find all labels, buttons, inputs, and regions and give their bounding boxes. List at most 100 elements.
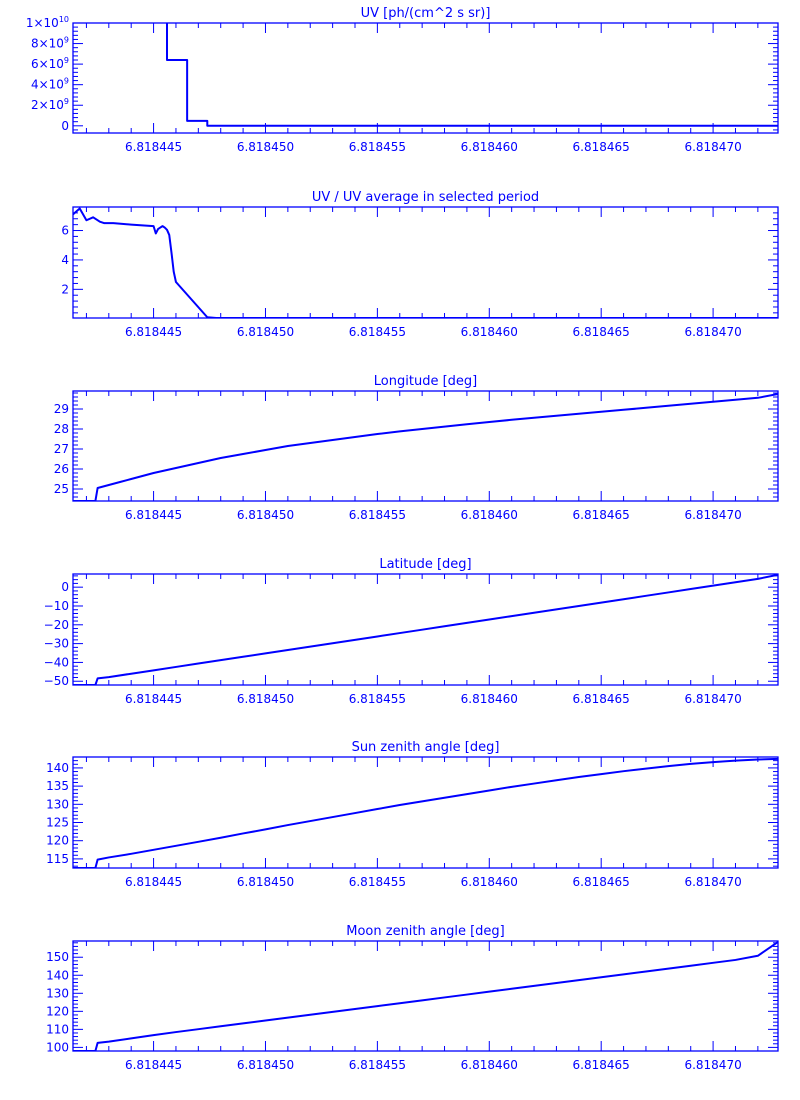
x-tick-label: 6.818445 <box>125 1058 182 1072</box>
plot-frame <box>72 940 779 1052</box>
y-tick-label: 6 <box>61 224 69 238</box>
x-tick-label: 6.818470 <box>684 140 741 154</box>
y-tick-label-base: 25 <box>54 482 69 496</box>
y-tick-label: 140 <box>46 761 69 775</box>
y-tick-label: 4 <box>61 253 69 267</box>
x-tick-label: 6.818445 <box>125 692 182 706</box>
y-tick-label-base: 140 <box>46 761 69 775</box>
y-tick-label-base: 120 <box>46 834 69 848</box>
y-tick-label: 6×109 <box>31 56 69 71</box>
y-tick-label-base: 100 <box>46 1040 69 1054</box>
y-tick-label: −20 <box>44 618 69 632</box>
y-tick-label-base: 1×10 <box>26 16 59 30</box>
chart-panel-2: UV / UV average in selected period 6.8184… <box>61 190 779 339</box>
x-tick-label: 6.818465 <box>573 1058 630 1072</box>
plot-frame <box>72 573 779 686</box>
y-tick-label: 26 <box>54 462 69 476</box>
y-tick-label: 135 <box>46 779 69 793</box>
y-tick-label-base: 29 <box>54 402 69 416</box>
y-tick-label: 2 <box>61 282 69 296</box>
y-tick-label: 8×109 <box>31 36 69 51</box>
y-tick-label-base: 6×10 <box>31 57 64 71</box>
y-tick-label-exponent: 9 <box>64 36 69 45</box>
series-line <box>73 757 778 868</box>
y-tick-label-exponent: 9 <box>64 77 69 86</box>
y-tick-label-base: 26 <box>54 462 69 476</box>
y-tick-label-base: 140 <box>46 968 69 982</box>
y-tick-label: 140 <box>46 968 69 982</box>
x-tick-label: 6.818470 <box>684 1058 741 1072</box>
chart-title: Longitude [deg] <box>374 374 477 389</box>
x-tick-label: 6.818455 <box>349 1058 406 1072</box>
x-tick-label: 6.818470 <box>684 508 741 522</box>
x-tick-label: 6.818470 <box>684 692 741 706</box>
x-tick-label: 6.818450 <box>237 508 294 522</box>
y-tick-label: 27 <box>54 442 69 456</box>
y-tick-label: 28 <box>54 422 69 436</box>
y-tick-label-base: 130 <box>46 797 69 811</box>
x-tick-label: 6.818455 <box>349 140 406 154</box>
y-tick-label-base: 4×10 <box>31 78 64 92</box>
x-tick-label: 6.818445 <box>125 875 182 889</box>
y-tick-label-base: −30 <box>44 637 69 651</box>
plot-frame <box>72 206 779 319</box>
chart-title: Sun zenith angle [deg] <box>352 740 500 755</box>
chart-title: UV [ph/(cm^2 s sr)] <box>361 6 491 21</box>
series-line <box>166 23 778 127</box>
x-tick-label: 6.818460 <box>461 508 518 522</box>
x-tick-label: 6.818465 <box>573 508 630 522</box>
y-tick-label-base: 110 <box>46 1022 69 1036</box>
y-tick-label: 2×109 <box>31 97 69 112</box>
x-tick-label: 6.818450 <box>237 875 294 889</box>
y-tick-label-base: 120 <box>46 1004 69 1018</box>
y-tick-label: 150 <box>46 950 69 964</box>
y-tick-label: −30 <box>44 637 69 651</box>
chart-panel-6: Moon zenith angle [deg] 6.818445 6.818450 6… <box>46 924 779 1072</box>
y-tick-label: −50 <box>44 674 69 688</box>
y-tick-label: 0 <box>61 580 69 594</box>
y-tick-label-base: −20 <box>44 618 69 632</box>
y-tick-label-base: 0 <box>61 580 69 594</box>
y-tick-label: 0 <box>61 119 69 133</box>
x-tick-label: 6.818445 <box>125 508 182 522</box>
x-tick-label: 6.818460 <box>461 1058 518 1072</box>
chart-panel-4: Latitude [deg] 6.818445 6.818450 6.818455 6.… <box>44 557 779 706</box>
x-tick-label: 6.818470 <box>684 875 741 889</box>
y-tick-label-base: 135 <box>46 779 69 793</box>
y-tick-label: 29 <box>54 402 69 416</box>
y-tick-label-base: 4 <box>61 253 69 267</box>
y-tick-label: −40 <box>44 655 69 669</box>
y-tick-label-base: −50 <box>44 674 69 688</box>
y-tick-label: 110 <box>46 1022 69 1036</box>
y-tick-label-exponent: 10 <box>59 15 69 24</box>
y-tick-label-base: 115 <box>46 852 69 866</box>
y-tick-label-base: 2 <box>61 282 69 296</box>
x-tick-label: 6.818460 <box>461 875 518 889</box>
y-tick-label-base: 6 <box>61 224 69 238</box>
y-tick-label-base: 150 <box>46 950 69 964</box>
chart-title: UV / UV average in selected period <box>312 190 539 205</box>
y-tick-label: 125 <box>46 816 69 830</box>
y-tick-label-base: 2×10 <box>31 98 64 112</box>
x-tick-label: 6.818455 <box>349 692 406 706</box>
x-tick-label: 6.818465 <box>573 692 630 706</box>
y-tick-label: 25 <box>54 482 69 496</box>
x-tick-label: 6.818450 <box>237 1058 294 1072</box>
series-line <box>73 393 778 501</box>
x-tick-label: 6.818465 <box>573 875 630 889</box>
series-line <box>73 941 778 1051</box>
y-tick-label: 115 <box>46 852 69 866</box>
chart-panel-3: Longitude [deg] 6.818445 6.818450 6.818455 6… <box>54 374 779 522</box>
x-tick-label: 6.818445 <box>125 140 182 154</box>
y-tick-label-base: 125 <box>46 816 69 830</box>
y-tick-label-exponent: 9 <box>64 97 69 106</box>
chart-title: Latitude [deg] <box>379 557 471 572</box>
y-tick-label: −10 <box>44 599 69 613</box>
chart-panel-5: Sun zenith angle [deg] 6.818445 6.818450 6.… <box>46 740 779 889</box>
y-tick-label-base: 27 <box>54 442 69 456</box>
plot-frame <box>72 756 779 869</box>
y-tick-label: 120 <box>46 1004 69 1018</box>
y-tick-label: 130 <box>46 797 69 811</box>
y-tick-label-base: −40 <box>44 655 69 669</box>
